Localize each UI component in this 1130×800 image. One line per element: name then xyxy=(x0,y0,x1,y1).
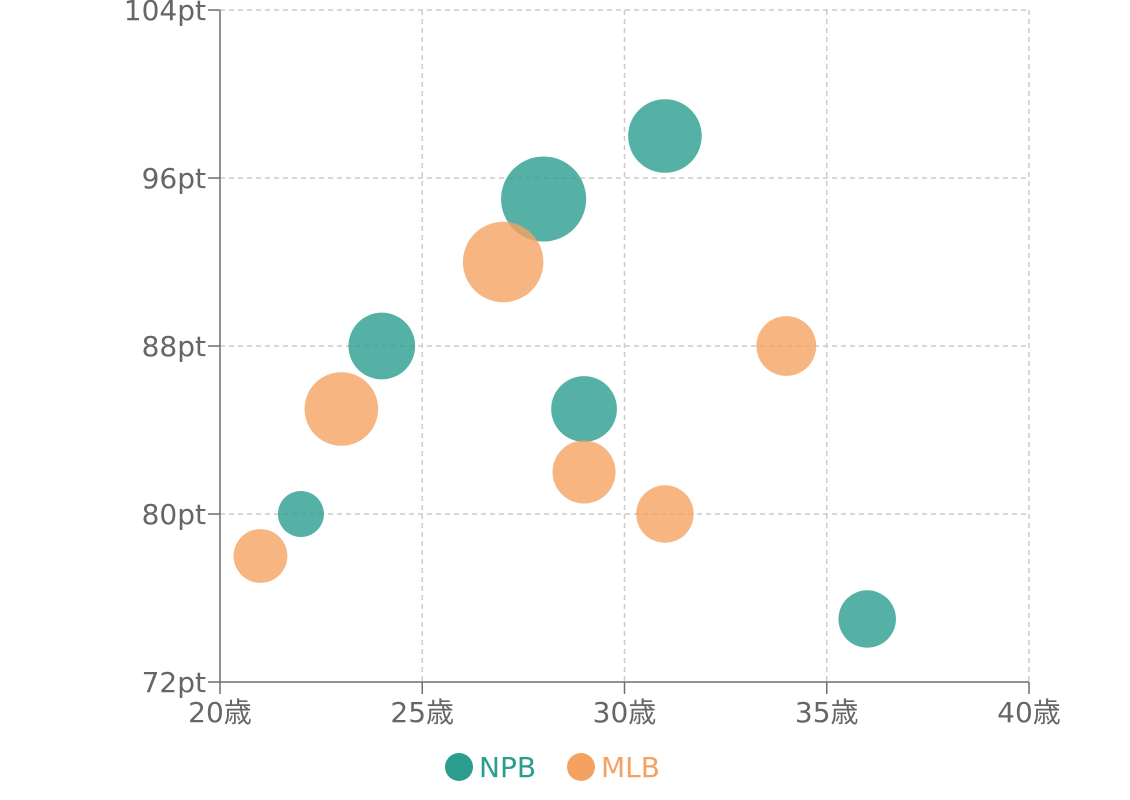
legend-swatch-npb xyxy=(445,753,473,781)
legend-label-mlb: MLB xyxy=(601,751,660,784)
bubble-npb-0 xyxy=(277,491,324,537)
bubble-mlb-5 xyxy=(756,316,817,376)
x-tick-label-0: 20歳 xyxy=(188,696,252,729)
axes xyxy=(208,9,1030,694)
y-tick-label-4: 104pt xyxy=(124,0,206,27)
grid-lines xyxy=(220,9,1030,682)
bubble-npb-3 xyxy=(551,376,617,442)
tick-labels: 72pt 80pt 88pt 96pt 104pt 20歳 25歳 30歳 35歳 40歳 xyxy=(124,0,1061,729)
series-mlb xyxy=(233,221,817,583)
y-tick-label-3: 96pt xyxy=(142,162,206,195)
bubble-mlb-0 xyxy=(233,529,288,583)
x-tick-label-2: 30歳 xyxy=(593,696,657,729)
bubble-npb-2 xyxy=(501,156,587,242)
bubble-mlb-1 xyxy=(304,372,379,446)
bubbles xyxy=(233,99,896,648)
bubble-mlb-3 xyxy=(552,440,616,504)
series-npb xyxy=(277,99,896,648)
bubble-npb-4 xyxy=(628,99,702,173)
x-tick-label-1: 25歳 xyxy=(390,696,454,729)
x-tick-label-3: 35歳 xyxy=(795,696,859,729)
y-tick-label-2: 88pt xyxy=(142,330,206,363)
y-tick-label-1: 80pt xyxy=(142,498,206,531)
bubble-npb-1 xyxy=(348,312,416,380)
bubble-mlb-4 xyxy=(636,485,694,543)
legend-label-npb: NPB xyxy=(479,751,536,784)
legend: NPB MLB xyxy=(445,751,660,784)
x-tick-label-4: 40歳 xyxy=(997,696,1061,729)
bubble-mlb-2 xyxy=(462,221,544,303)
y-tick-label-0: 72pt xyxy=(142,666,206,699)
bubble-npb-5 xyxy=(838,590,896,648)
legend-swatch-mlb xyxy=(567,753,595,781)
